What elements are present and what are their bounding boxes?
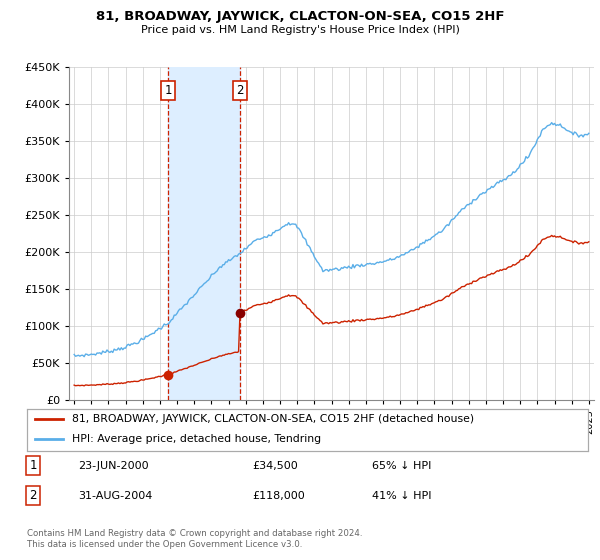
- Text: 1: 1: [164, 84, 172, 97]
- Text: £34,500: £34,500: [252, 461, 298, 471]
- Text: 2: 2: [236, 84, 244, 97]
- Text: 1: 1: [29, 459, 37, 473]
- Text: 81, BROADWAY, JAYWICK, CLACTON-ON-SEA, CO15 2HF: 81, BROADWAY, JAYWICK, CLACTON-ON-SEA, C…: [96, 10, 504, 23]
- Text: Price paid vs. HM Land Registry's House Price Index (HPI): Price paid vs. HM Land Registry's House …: [140, 25, 460, 35]
- Text: 31-AUG-2004: 31-AUG-2004: [78, 491, 152, 501]
- Text: £118,000: £118,000: [252, 491, 305, 501]
- Text: HPI: Average price, detached house, Tendring: HPI: Average price, detached house, Tend…: [72, 434, 321, 444]
- Text: 23-JUN-2000: 23-JUN-2000: [78, 461, 149, 471]
- Text: Contains HM Land Registry data © Crown copyright and database right 2024.
This d: Contains HM Land Registry data © Crown c…: [27, 529, 362, 549]
- Bar: [168, 67, 240, 400]
- Text: 41% ↓ HPI: 41% ↓ HPI: [372, 491, 431, 501]
- Text: 2: 2: [29, 489, 37, 502]
- Text: 65% ↓ HPI: 65% ↓ HPI: [372, 461, 431, 471]
- Text: 81, BROADWAY, JAYWICK, CLACTON-ON-SEA, CO15 2HF (detached house): 81, BROADWAY, JAYWICK, CLACTON-ON-SEA, C…: [72, 414, 474, 424]
